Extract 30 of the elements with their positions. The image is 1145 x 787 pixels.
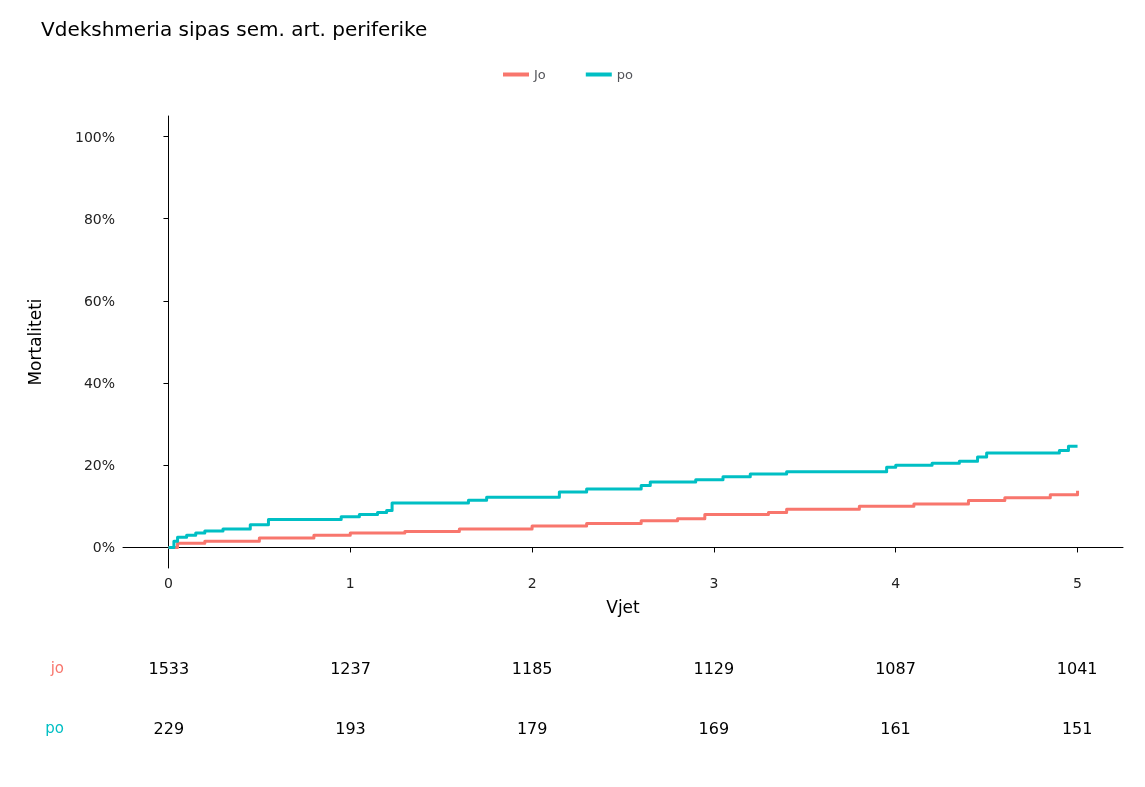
- data-label: 229: [153, 718, 185, 738]
- y-tick-label: 40%: [83, 375, 115, 392]
- y-tick-label: jo: [49, 659, 64, 677]
- y-axis-title: Mortaliteti: [24, 298, 45, 386]
- y-tick-label: 0%: [92, 539, 115, 556]
- y-tick-label: 20%: [83, 457, 115, 474]
- data-label: 193: [335, 718, 366, 738]
- chart-title: Vdekshmeria sipas sem. art. periferike: [41, 17, 428, 41]
- legend-label: po: [616, 67, 634, 82]
- data-label: 1185: [511, 658, 553, 678]
- x-tick-label: 4: [891, 575, 901, 591]
- y-tick-label: 100%: [74, 128, 115, 145]
- data-label: 1041: [1056, 658, 1098, 678]
- data-label: 151: [1061, 718, 1093, 738]
- y-tick-label: 60%: [83, 292, 115, 309]
- x-axis-title: Vjet: [606, 596, 641, 617]
- data-label: 1087: [875, 658, 916, 678]
- data-label: 179: [516, 718, 548, 738]
- legend-label: Jo: [533, 67, 546, 82]
- x-tick-label: 2: [527, 575, 537, 591]
- data-label: 161: [880, 718, 911, 738]
- x-tick-label: 5: [1073, 575, 1083, 591]
- x-tick-label: 3: [709, 575, 719, 591]
- data-label: 1237: [330, 658, 371, 678]
- x-tick-label: 0: [163, 575, 173, 591]
- data-label: 1129: [693, 658, 735, 678]
- x-tick-label: 1: [345, 575, 355, 591]
- y-tick-label: 80%: [83, 210, 115, 227]
- data-label: 1533: [148, 658, 190, 678]
- data-label: 169: [698, 718, 730, 738]
